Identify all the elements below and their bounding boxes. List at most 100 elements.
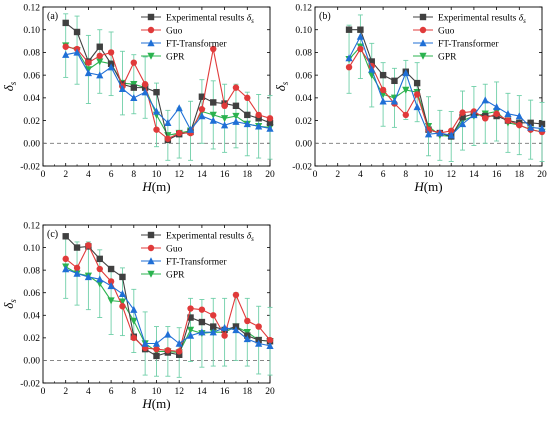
data-point — [516, 121, 523, 129]
legend-entry: Guo — [166, 244, 183, 254]
data-point — [84, 69, 92, 77]
data-point — [164, 347, 172, 354]
data-point — [62, 255, 69, 263]
data-point — [153, 352, 160, 360]
x-tick-label: 20 — [265, 170, 275, 180]
y-tick-label: 0.12 — [23, 3, 40, 13]
data-point — [209, 116, 217, 124]
data-point — [119, 303, 126, 310]
data-point — [96, 275, 104, 283]
x-tick-label: 4 — [86, 170, 91, 180]
data-point — [153, 345, 160, 353]
data-point — [73, 269, 81, 277]
data-point — [186, 326, 195, 334]
data-point — [266, 115, 274, 122]
legend-entry: Guo — [166, 26, 183, 36]
y-tick-label: 0.02 — [295, 117, 312, 127]
data-point — [153, 126, 160, 133]
data-point — [379, 91, 387, 99]
y-tick-label: 0.08 — [23, 49, 40, 59]
data-point — [482, 115, 489, 122]
x-tick-label: 14 — [197, 170, 207, 180]
data-point — [198, 93, 206, 100]
chart-panel-2: 0 2 4 6 8 10 12 14 16 18 20 -0.02 0.00 0.02 0.04 0.06 0.… — [273, 3, 547, 194]
x-tick-label: 0 — [41, 387, 46, 397]
y-axis-label: δs — [1, 81, 18, 91]
x-tick-label: 16 — [220, 170, 230, 180]
y-tick-label: 0.02 — [23, 117, 40, 127]
x-tick-label: 8 — [131, 387, 136, 397]
data-point — [198, 328, 206, 336]
data-point — [379, 97, 387, 105]
series-2 — [345, 32, 546, 139]
data-point — [62, 43, 69, 50]
data-point — [141, 84, 149, 91]
y-axis-label: δs — [273, 81, 290, 91]
data-point — [210, 312, 217, 319]
x-tick-label: 18 — [515, 170, 525, 180]
data-point — [164, 135, 172, 142]
y-tick-label: 0.04 — [295, 94, 312, 104]
data-point — [413, 103, 421, 111]
data-point — [527, 123, 535, 131]
data-point — [96, 71, 104, 79]
data-point — [402, 111, 409, 119]
data-point — [186, 331, 195, 339]
data-point — [73, 48, 81, 56]
panel-label: (b) — [319, 11, 331, 22]
data-point — [187, 305, 194, 312]
x-tick-label: 12 — [174, 170, 184, 180]
y-tick-label: 0.06 — [295, 71, 312, 81]
chart-panel-1: 0 2 4 6 8 10 12 14 16 18 20 -0.02 0.00 0.02 0.04 0.06 0.… — [1, 3, 275, 194]
data-point — [84, 273, 92, 281]
data-point — [62, 265, 70, 273]
data-point — [107, 278, 115, 285]
data-point — [266, 336, 274, 344]
legend-marker — [419, 13, 427, 21]
legend-entry: GPR — [438, 52, 457, 62]
data-point — [221, 121, 229, 129]
data-point — [107, 282, 115, 290]
data-point — [458, 120, 467, 128]
data-point — [232, 291, 240, 299]
data-point — [266, 124, 274, 132]
data-point — [391, 77, 398, 85]
data-point — [152, 339, 161, 347]
data-point — [379, 71, 387, 79]
x-axis-label: H(m) — [413, 179, 442, 194]
data-point — [107, 265, 115, 273]
data-point — [118, 298, 127, 306]
series-1 — [62, 242, 274, 355]
data-point — [176, 351, 183, 358]
data-point — [96, 52, 103, 60]
y-tick-label: 0.10 — [23, 26, 40, 36]
data-point — [96, 255, 103, 263]
data-point — [198, 112, 206, 120]
data-point — [96, 58, 104, 66]
data-point — [62, 233, 69, 240]
data-point — [62, 50, 70, 58]
data-point — [504, 109, 512, 117]
x-tick-label: 0 — [313, 170, 318, 180]
data-point — [447, 131, 455, 139]
data-point — [244, 94, 251, 102]
data-point — [504, 117, 512, 124]
legend-marker — [147, 52, 155, 60]
legend-entry: Experimental results δs — [166, 231, 254, 243]
data-point — [221, 323, 229, 331]
data-point — [493, 110, 500, 117]
data-point — [187, 314, 194, 321]
data-point — [255, 111, 262, 119]
x-axis-label: H(m) — [141, 396, 170, 411]
x-tick-label: 2 — [63, 170, 68, 180]
legend-marker — [147, 13, 155, 21]
data-point — [356, 32, 364, 40]
data-point — [198, 106, 206, 113]
data-point — [85, 242, 92, 249]
x-tick-label: 10 — [424, 170, 434, 180]
y-axis-label: δs — [1, 299, 18, 309]
data-point — [221, 102, 228, 110]
